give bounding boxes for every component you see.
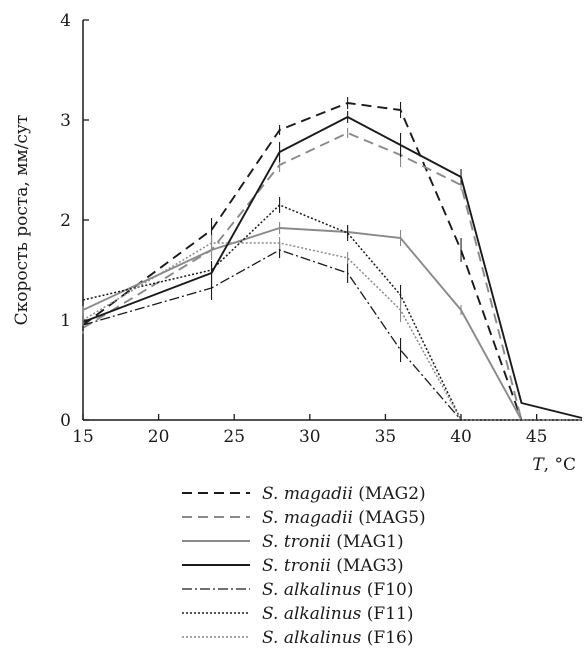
x-tick-label: 25 (223, 427, 245, 447)
legend-label: S. tronii (MAG1) (262, 532, 404, 552)
series-line-6 (82, 242, 582, 421)
legend-species: magadii (284, 508, 353, 528)
x-ticks: 15 20 25 30 35 40 45 (72, 414, 547, 447)
legend-genus: S. (262, 580, 278, 600)
y-axis-title: Скорость роста, мм/сут (12, 115, 32, 326)
series-lines (82, 102, 583, 421)
y-ticks: 0 1 2 3 4 (60, 11, 89, 431)
legend-species: alkalinus (284, 580, 362, 600)
legend-genus: S. (262, 628, 278, 648)
legend-label: S. alkalinus (F10) (262, 580, 413, 600)
legend-strain: (MAG5) (353, 508, 426, 528)
series-line-2 (82, 227, 582, 421)
series-line-0 (82, 102, 582, 421)
legend-species: alkalinus (284, 628, 362, 648)
legend: S. magadii (MAG2)S. magadii (MAG5)S. tro… (182, 484, 426, 648)
x-axis-unit: , °C (544, 455, 576, 475)
y-tick-label: 4 (60, 11, 71, 31)
legend-label: S. alkalinus (F16) (262, 628, 413, 648)
legend-genus: S. (262, 604, 278, 624)
y-tick-label: 0 (60, 411, 71, 431)
legend-strain: (MAG1) (331, 532, 404, 552)
legend-genus: S. (262, 556, 278, 576)
x-axis-variable: T (532, 455, 545, 475)
x-tick-label: 45 (526, 427, 548, 447)
legend-label: S. alkalinus (F11) (262, 604, 413, 624)
axes (82, 20, 582, 421)
series-line-4 (82, 249, 582, 421)
series-line-3 (82, 116, 583, 419)
legend-genus: S. (262, 484, 278, 504)
x-tick-label: 20 (148, 427, 170, 447)
legend-strain: (F10) (361, 580, 413, 600)
error-bars (82, 97, 462, 362)
legend-strain: (MAG3) (331, 556, 404, 576)
legend-strain: (MAG2) (353, 484, 426, 504)
legend-species: tronii (284, 532, 331, 552)
legend-strain: (F16) (361, 628, 413, 648)
legend-genus: S. (262, 532, 278, 552)
series-line-1 (82, 132, 582, 421)
legend-strain: (F11) (361, 604, 413, 624)
x-tick-label: 15 (72, 427, 94, 447)
legend-species: alkalinus (284, 604, 362, 624)
y-tick-label: 3 (60, 111, 71, 131)
y-tick-label: 2 (60, 211, 71, 231)
legend-label: S. magadii (MAG5) (262, 508, 426, 528)
legend-genus: S. (262, 508, 278, 528)
x-tick-label: 30 (299, 427, 321, 447)
legend-species: magadii (284, 484, 353, 504)
legend-species: tronii (284, 556, 331, 576)
x-axis-title: T, °C (532, 455, 576, 475)
legend-label: S. tronii (MAG3) (262, 556, 404, 576)
legend-label: S. magadii (MAG2) (262, 484, 426, 504)
x-tick-label: 40 (450, 427, 472, 447)
series-line-5 (82, 204, 582, 421)
x-tick-label: 35 (375, 427, 397, 447)
y-tick-label: 1 (60, 311, 71, 331)
